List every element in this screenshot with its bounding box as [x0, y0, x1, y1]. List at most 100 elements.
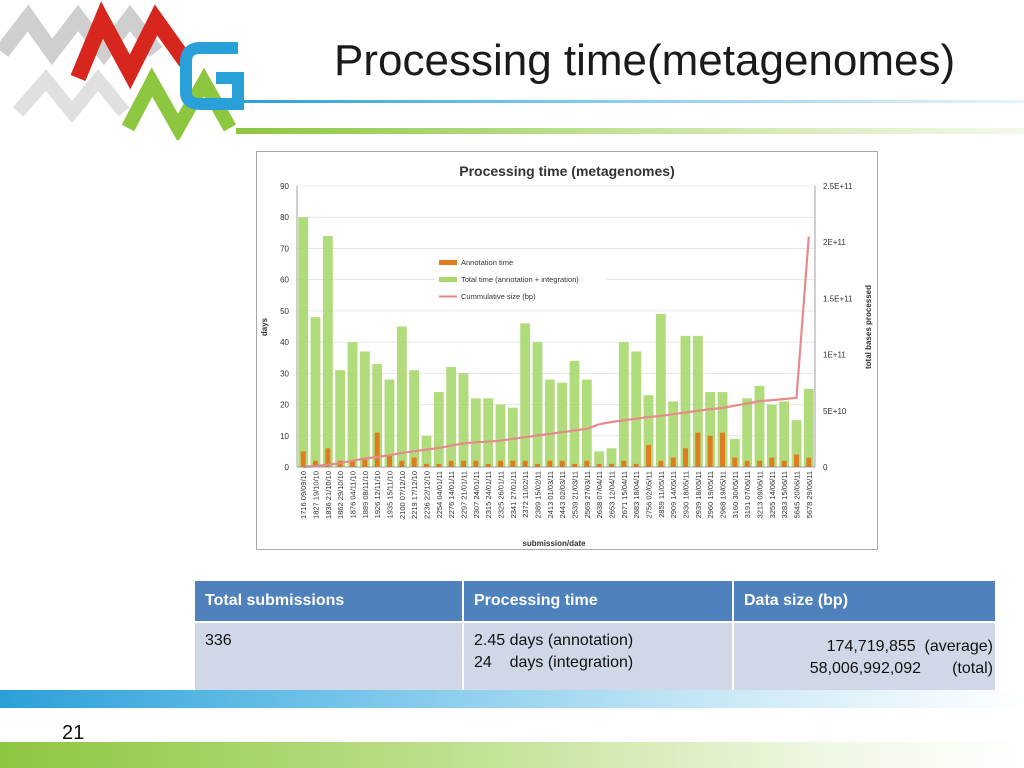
y-tick-label: 50 — [280, 307, 289, 316]
annotation-time-bar — [596, 463, 602, 467]
legend-swatch — [439, 260, 457, 265]
total-time-bar — [581, 379, 592, 467]
annotation-time-bar — [572, 463, 577, 467]
annotation-time-bar — [411, 457, 417, 467]
cumulative-size-line — [303, 236, 810, 469]
x-tick-label: 2539 21/03/11 — [571, 471, 580, 518]
annotation-time-bar — [473, 460, 479, 467]
x-axis-label: submission/date — [522, 539, 586, 548]
x-tick-label: 2219 17/12/10 — [410, 471, 419, 519]
total-time-bar — [495, 404, 506, 467]
legend-label: Annotation time — [461, 258, 513, 267]
x-tick-label: 2325 26/01/11 — [497, 471, 506, 518]
x-tick-label: 2443 02/03/11 — [558, 471, 567, 518]
annotation-time-bar — [794, 454, 799, 467]
chart-title: Processing time (metagenomes) — [459, 163, 675, 179]
total-time-bar — [569, 360, 580, 467]
annotation-time-bar — [658, 460, 664, 467]
table-header-row: Total submissions Processing time Data s… — [193, 579, 997, 623]
y-tick-label: 20 — [280, 401, 289, 410]
x-tick-label: 2315 24/01/11 — [484, 471, 493, 518]
x-tick-label: 2683 18/04/11 — [632, 471, 641, 518]
x-tick-label: 5678 29/06/11 — [805, 471, 814, 518]
mmg-logo — [0, 1, 244, 140]
x-tick-label: 2653 12/04/11 — [608, 471, 617, 518]
total-time-bar — [643, 395, 654, 467]
total-time-bar — [384, 379, 395, 467]
annotation-time-bar — [621, 460, 627, 467]
summary-table: Total submissions Processing time Data s… — [193, 579, 997, 695]
logo-green-stroke — [121, 67, 237, 140]
annotation-time-bar — [781, 460, 787, 467]
total-time-bar — [742, 398, 753, 467]
annotation-time-bar — [584, 460, 590, 467]
chart-frame: Processing time (metagenomes) days total… — [256, 151, 878, 550]
x-tick-label: 1889 08/11/10 — [361, 471, 370, 518]
header-processing-time: Processing time — [462, 579, 734, 623]
x-tick-label: 2254 04/01/11 — [435, 471, 444, 518]
x-tick-label: 1827 19/10/10 — [312, 471, 321, 519]
annotation-time-bar — [424, 463, 429, 467]
logo-blue-g — [180, 42, 244, 110]
total-time-bar — [803, 388, 814, 467]
total-time-bar — [692, 335, 703, 467]
annotation-time-bar — [744, 460, 750, 467]
y-tick-label: 80 — [280, 213, 289, 222]
total-time-bar — [470, 398, 481, 467]
total-time-bar — [298, 217, 309, 467]
total-time-bar — [372, 363, 383, 467]
annotation-time-bar — [522, 460, 528, 467]
annotation-time-bar — [436, 463, 442, 467]
annotation-time-bar — [720, 432, 725, 467]
footer-green-band — [0, 742, 1024, 768]
title-underline-blue — [236, 100, 1024, 103]
total-time-bar — [766, 404, 777, 467]
annotation-time-bar — [646, 445, 651, 467]
title-underline-green — [236, 128, 1024, 134]
y-tick-label: 60 — [280, 276, 289, 285]
x-tick-label: 1862 29/10/10 — [336, 471, 345, 519]
y-tick-label: 10 — [280, 432, 289, 441]
total-time-bar — [631, 351, 642, 467]
legend-label: Total time (annotation + integration) — [461, 275, 579, 284]
table-row: 336 2.45 days (annotation) 24 days (inte… — [193, 621, 997, 695]
annotation-time-bar — [757, 460, 762, 467]
data-size-total: 58,006,992,092 (total) — [809, 660, 993, 677]
total-time-bar — [322, 235, 333, 467]
total-time-bar — [532, 342, 543, 467]
legend-label: Cummulative size (bp) — [461, 292, 536, 301]
y-tick-label: 90 — [280, 182, 289, 191]
total-time-bar — [779, 401, 790, 467]
annotation-time-bar — [535, 463, 540, 467]
y-tick-label: 0 — [285, 463, 290, 472]
header-total-submissions: Total submissions — [193, 579, 464, 623]
annotation-time-bar — [670, 457, 676, 467]
annotation-time-bar — [695, 432, 701, 467]
y2-tick-label: 2.5E+11 — [823, 182, 853, 191]
annotation-time-bar — [633, 463, 639, 467]
total-time-bar — [705, 392, 716, 467]
y2-tick-label: 5E+10 — [823, 407, 847, 416]
y2-tick-label: 1.5E+11 — [823, 294, 853, 303]
slide-title: Processing time(metagenomes) — [334, 36, 956, 85]
total-time-bar — [754, 385, 765, 467]
total-time-bar — [421, 435, 432, 467]
total-time-bar — [544, 379, 555, 467]
annotation-time-bar — [609, 463, 614, 467]
x-tick-label: 2930 18/05/11 — [682, 471, 691, 518]
annotation-time-bar — [732, 457, 738, 467]
total-time-bar — [446, 367, 457, 467]
logo-gray-stroke — [0, 4, 163, 66]
chart-legend: Annotation time Total time (annotation + … — [435, 256, 607, 310]
x-tick-label: 3213 09/06/11 — [756, 471, 765, 518]
total-time-bar — [680, 335, 691, 467]
processing-annotation: 2.45 days (annotation) — [474, 632, 634, 649]
y2-tick-label: 2E+11 — [823, 238, 846, 247]
total-time-bar — [618, 342, 629, 467]
x-tick-label: 1876 04/11/10 — [349, 471, 358, 518]
y-tick-label: 40 — [280, 338, 289, 347]
x-tick-label: 2100 07/12/10 — [398, 471, 407, 519]
legend-swatch — [439, 277, 457, 282]
y2-tick-label: 0 — [823, 463, 828, 472]
x-tick-label: 2297 21/01/11 — [460, 471, 469, 518]
